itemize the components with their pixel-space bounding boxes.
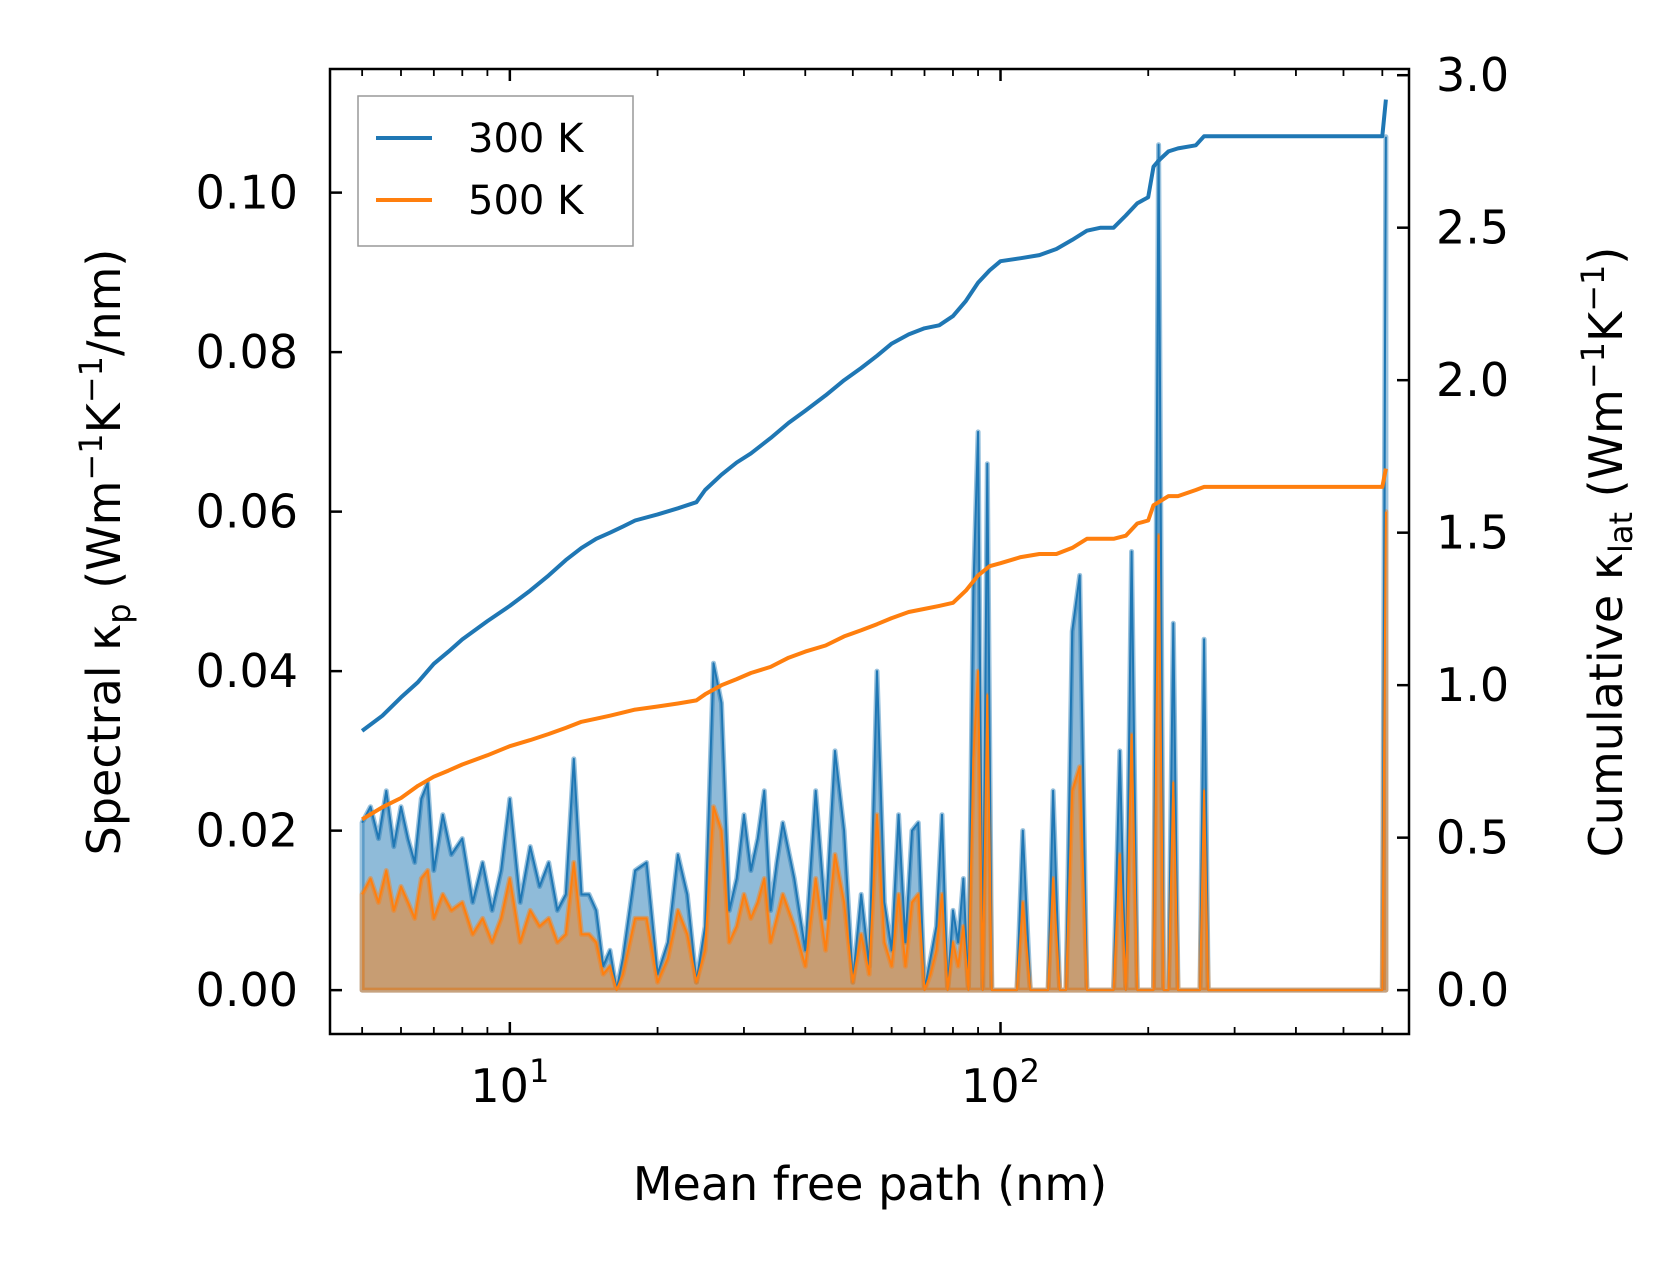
y-right-tick-label: 1.5 <box>1436 506 1509 560</box>
y-right-tick-label: 0.5 <box>1436 811 1509 865</box>
legend: 300 K 500 K <box>357 95 634 247</box>
y-right-title-exp1: −1 <box>1574 342 1612 389</box>
y-right-tick-label: 2.5 <box>1436 201 1509 255</box>
y-axis-left-title: Spectral κp (Wm−1K−1/nm) <box>72 249 138 856</box>
cumulative-line-500k <box>361 468 1388 822</box>
x-axis-title: Mean free path (nm) <box>633 1157 1107 1211</box>
x-tick-label-base: 10 <box>470 1059 529 1113</box>
y-left-title-exp1: −1 <box>72 433 110 480</box>
legend-box <box>357 95 634 247</box>
y-right-tick-label: 0.0 <box>1436 963 1509 1017</box>
x-tick-label: 102 <box>961 1052 1040 1113</box>
y-right-title-main: Cumulative κ <box>1579 553 1633 857</box>
legend-label-500k: 500 K <box>468 178 585 224</box>
y-axis-right-title: Cumulative κlat (Wm−1K−1) <box>1574 247 1640 858</box>
tick-layer: 101 1020.000.020.040.060.080.100.00.51.01… <box>196 48 1510 1113</box>
y-left-tick-label: 0.06 <box>196 485 298 539</box>
x-tick-label: 101 <box>470 1052 549 1113</box>
y-left-tick-label: 0.10 <box>196 166 298 220</box>
y-right-title-sub: lat <box>1602 512 1640 553</box>
spectral-line-500k <box>361 511 1387 992</box>
y-right-tick-label: 1.0 <box>1436 658 1509 712</box>
y-left-title-exp2: −1 <box>72 356 110 403</box>
cumulative-line-300k <box>360 99 1388 733</box>
legend-label-300k: 300 K <box>468 116 585 162</box>
y-left-title-main: Spectral κ <box>77 624 131 856</box>
y-left-tick-label: 0.00 <box>196 963 298 1017</box>
y-left-tick-label: 0.04 <box>196 644 298 698</box>
y-left-tick-label: 0.08 <box>196 325 298 379</box>
x-tick-label-base: 10 <box>961 1059 1020 1113</box>
plot-frame <box>328 67 1411 1036</box>
y-right-title-exp2: −1 <box>1574 265 1612 312</box>
x-tick-label-exp: 2 <box>1020 1052 1040 1090</box>
y-left-tick-label: 0.02 <box>196 804 298 858</box>
x-tick-label-exp: 1 <box>529 1052 549 1090</box>
y-right-title-tail: ) <box>1579 247 1633 265</box>
y-left-title-mid: K <box>77 401 131 433</box>
y-right-tick-label: 2.0 <box>1436 353 1509 407</box>
y-left-title-open: (Wm <box>77 481 131 604</box>
plot-layer <box>359 99 1389 993</box>
y-left-title-sub: p <box>100 603 138 623</box>
y-right-tick-label: 3.0 <box>1436 48 1509 102</box>
y-left-title-tail: /nm) <box>77 249 131 356</box>
y-right-title-open: (Wm <box>1579 389 1633 512</box>
y-right-title-mid: K <box>1579 310 1633 342</box>
